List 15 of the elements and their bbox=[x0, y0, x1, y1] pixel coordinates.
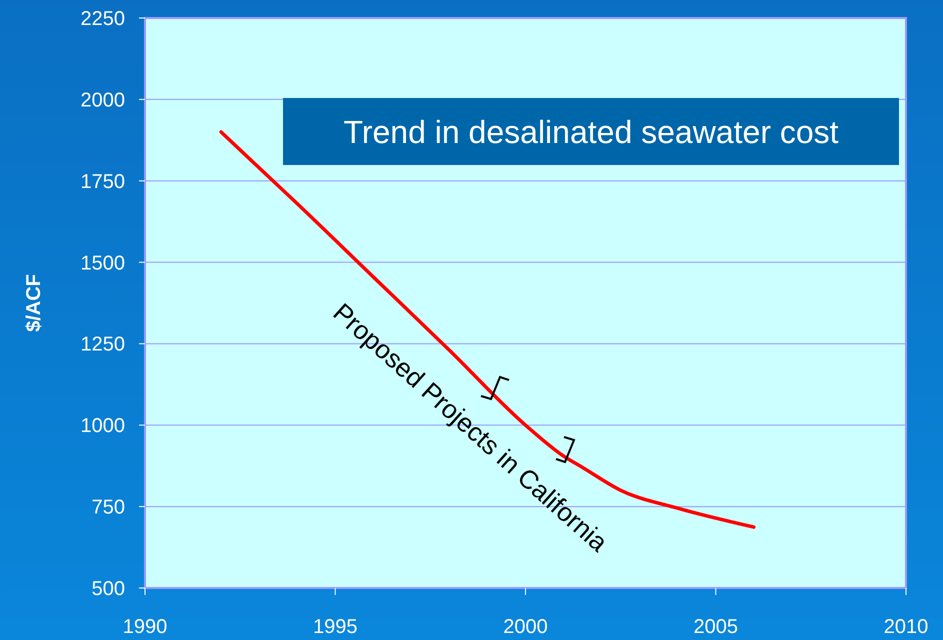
y-tick-label: 2000 bbox=[80, 89, 125, 112]
x-tick-label: 2000 bbox=[503, 616, 548, 638]
y-tick-label: 1000 bbox=[80, 415, 125, 438]
y-tick-label: 1750 bbox=[80, 170, 125, 193]
text: Trend in desalinated seawater cost bbox=[343, 114, 839, 150]
x-tick-label: 1995 bbox=[313, 616, 358, 638]
y-tick-label: 750 bbox=[92, 496, 125, 519]
x-tick-label: 2005 bbox=[694, 616, 738, 638]
x-tick-label: 2010 bbox=[884, 616, 928, 638]
y-tick-label: 500 bbox=[92, 578, 125, 600]
y-tick-label: 2250 bbox=[80, 8, 125, 30]
y-tick-label: 1500 bbox=[80, 252, 125, 274]
x-tick-label: 1990 bbox=[122, 616, 168, 638]
y-tick-label: 1250 bbox=[80, 334, 125, 356]
y-axis-title: $/ACF bbox=[23, 274, 45, 332]
